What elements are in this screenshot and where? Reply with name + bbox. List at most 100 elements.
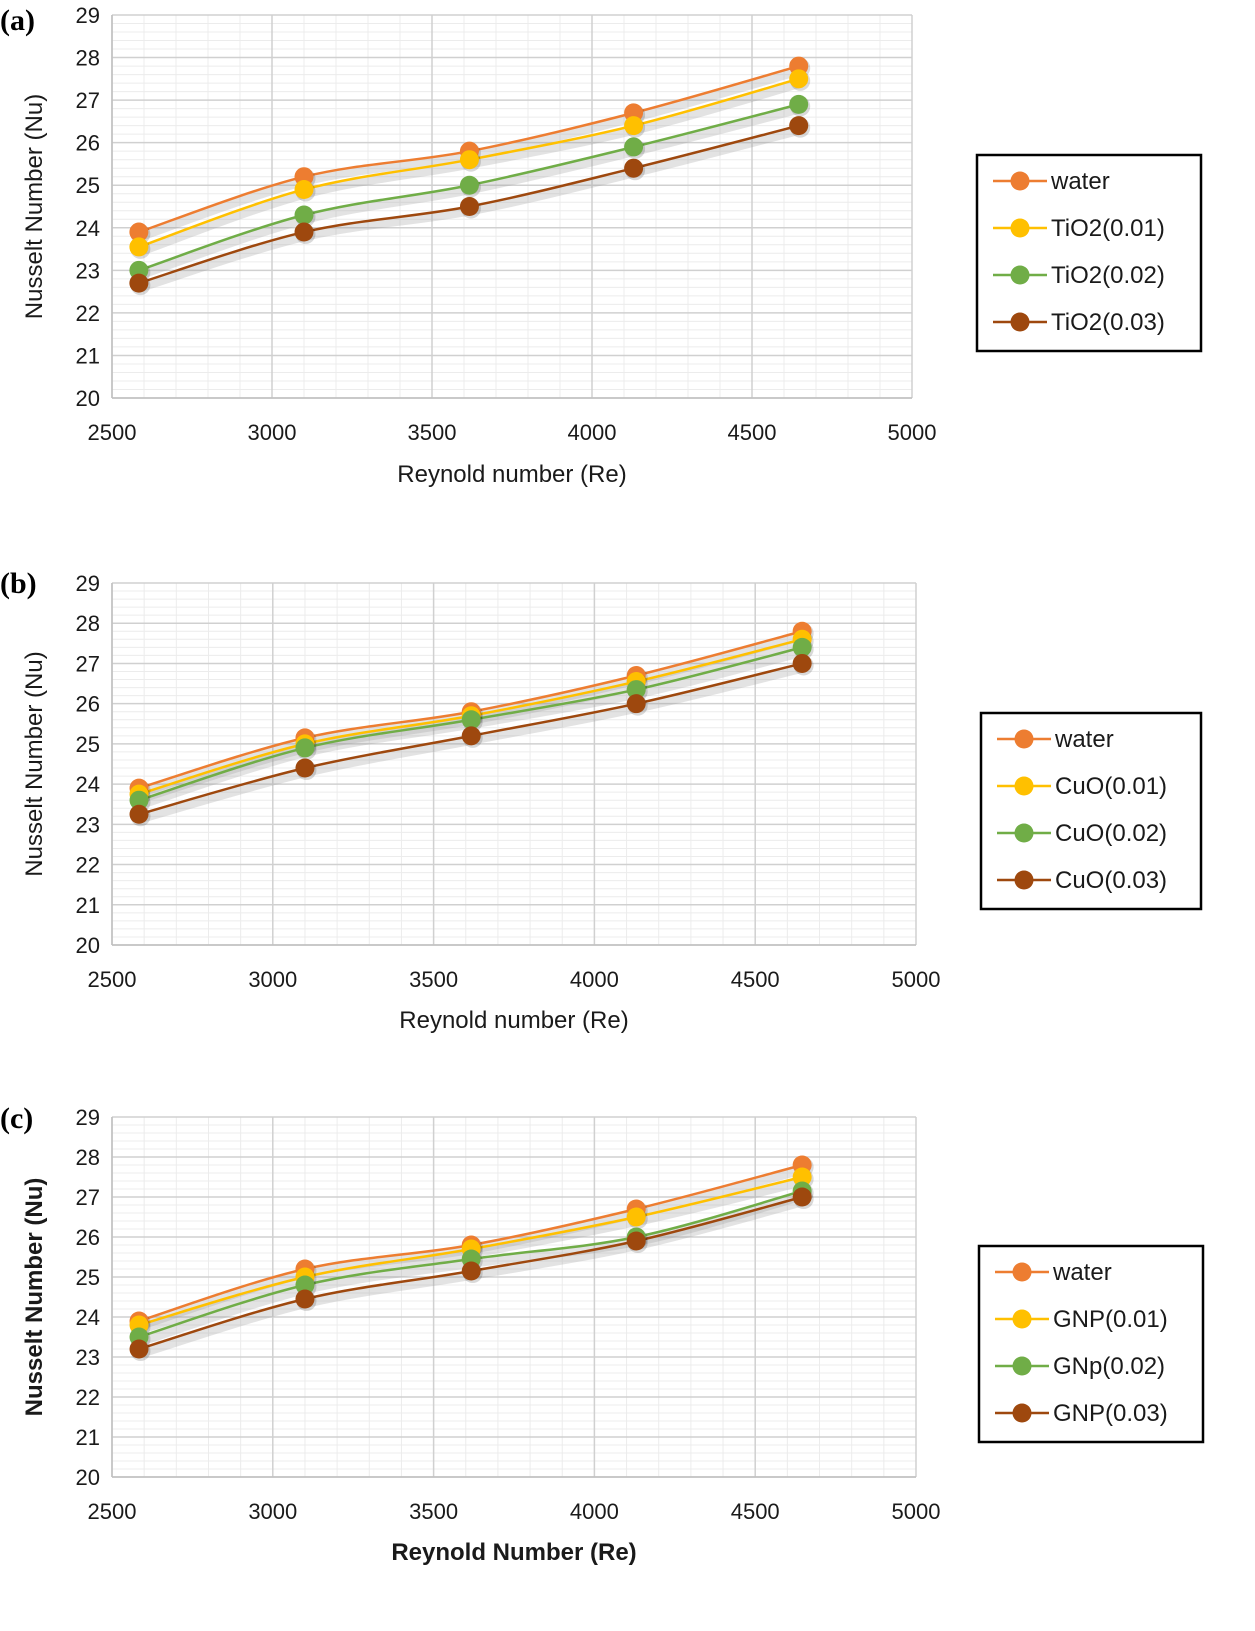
y-tick-label: 21 xyxy=(76,1425,100,1450)
y-tick-label: 22 xyxy=(76,301,100,326)
panel-label: (b) xyxy=(0,567,37,600)
legend-marker xyxy=(1012,1262,1032,1282)
data-point xyxy=(295,758,315,778)
data-point xyxy=(129,237,149,257)
data-point xyxy=(789,116,809,136)
y-tick-label: 29 xyxy=(76,1105,100,1130)
data-point xyxy=(792,1167,812,1187)
x-tick-label: 3500 xyxy=(409,967,458,992)
data-point xyxy=(129,804,149,824)
x-axis-title: Reynold number (Re) xyxy=(397,461,626,488)
legend-marker xyxy=(1014,776,1034,796)
x-tick-label: 3500 xyxy=(409,1499,458,1524)
legend-marker xyxy=(1010,171,1030,191)
legend-label: GNp(0.02) xyxy=(1053,1353,1165,1380)
y-tick-label: 28 xyxy=(76,1145,100,1170)
y-tick-label: 21 xyxy=(76,343,100,368)
y-tick-label: 28 xyxy=(76,46,100,71)
legend-marker xyxy=(1012,1356,1032,1376)
x-tick-label: 3000 xyxy=(248,1499,297,1524)
legend-marker xyxy=(1010,265,1030,285)
legend-label: water xyxy=(1052,1259,1112,1286)
y-tick-label: 24 xyxy=(76,772,100,797)
y-axis-title: Nusselt Number (Nu) xyxy=(21,1178,48,1417)
y-tick-label: 28 xyxy=(76,611,100,636)
data-point xyxy=(459,175,479,195)
data-point xyxy=(459,150,479,170)
legend-label: water xyxy=(1050,168,1110,195)
x-axis-title: Reynold number (Re) xyxy=(399,1007,628,1034)
y-tick-label: 29 xyxy=(76,571,100,596)
y-tick-label: 23 xyxy=(76,1345,100,1370)
data-point xyxy=(792,653,812,673)
x-tick-label: 3000 xyxy=(248,967,297,992)
data-point xyxy=(626,694,646,714)
y-tick-label: 22 xyxy=(76,853,100,878)
x-tick-label: 4500 xyxy=(731,1499,780,1524)
x-tick-label: 5000 xyxy=(892,1499,941,1524)
data-point xyxy=(461,1261,481,1281)
legend-marker xyxy=(1012,1403,1032,1423)
chart-panel-b: 2500 3000 3500 4000 4500 5000 20 21 22 23 24 25 26 27… xyxy=(0,567,1203,1034)
y-tick-label: 23 xyxy=(76,258,100,283)
data-point xyxy=(129,222,149,242)
legend-marker xyxy=(1010,312,1030,332)
data-point xyxy=(624,137,644,157)
data-point xyxy=(789,69,809,89)
panel-label: (c) xyxy=(0,1102,33,1135)
legend-marker xyxy=(1014,870,1034,890)
y-tick-label: 21 xyxy=(76,893,100,918)
legend-label: TiO2(0.03) xyxy=(1051,309,1165,336)
y-tick-label: 26 xyxy=(76,692,100,717)
y-tick-label: 24 xyxy=(76,216,100,241)
x-tick-label: 5000 xyxy=(892,967,941,992)
data-point xyxy=(792,1187,812,1207)
legend: water CuO(0.01) CuO(0.02) CuO(0.03) xyxy=(979,711,1203,911)
y-tick-label: 27 xyxy=(76,88,100,113)
data-point xyxy=(129,273,149,293)
x-tick-label: 3000 xyxy=(248,420,297,445)
y-tick-label: 20 xyxy=(76,386,100,411)
x-tick-label: 3500 xyxy=(408,420,457,445)
legend-label: TiO2(0.01) xyxy=(1051,215,1165,242)
x-tick-label: 4500 xyxy=(728,420,777,445)
data-point xyxy=(295,1289,315,1309)
legend-label: CuO(0.03) xyxy=(1055,867,1167,894)
x-tick-label: 4000 xyxy=(570,967,619,992)
x-tick-label: 4000 xyxy=(570,1499,619,1524)
data-point xyxy=(626,1207,646,1227)
x-tick-label: 2500 xyxy=(88,967,137,992)
data-point xyxy=(461,726,481,746)
y-tick-label: 25 xyxy=(76,173,100,198)
legend-label: GNP(0.03) xyxy=(1053,1400,1168,1427)
x-axis-title: Reynold Number (Re) xyxy=(391,1539,636,1566)
data-point xyxy=(295,1275,315,1295)
panel-label: (a) xyxy=(0,4,35,37)
x-tick-label: 5000 xyxy=(888,420,937,445)
legend-label: CuO(0.01) xyxy=(1055,773,1167,800)
legend-marker xyxy=(1010,218,1030,238)
grid xyxy=(111,582,917,946)
data-point xyxy=(459,197,479,216)
data-point xyxy=(129,1339,149,1359)
data-point xyxy=(626,1231,646,1251)
legend: water TiO2(0.01) TiO2(0.02) TiO2(0.03) xyxy=(975,153,1203,353)
data-point xyxy=(294,222,314,242)
x-tick-label: 2500 xyxy=(88,420,137,445)
y-tick-label: 26 xyxy=(76,131,100,156)
y-axis-title: Nusselt Number (Nu) xyxy=(21,94,48,319)
y-tick-label: 20 xyxy=(76,933,100,958)
legend-marker xyxy=(1014,729,1034,749)
legend-marker xyxy=(1014,823,1034,843)
legend: water GNP(0.01) GNp(0.02) GNP(0.03) xyxy=(977,1244,1205,1444)
y-tick-label: 27 xyxy=(76,651,100,676)
y-tick-label: 29 xyxy=(76,3,100,28)
y-tick-label: 20 xyxy=(76,1465,100,1490)
legend-label: water xyxy=(1054,726,1114,753)
data-point xyxy=(789,94,809,114)
x-tick-label: 2500 xyxy=(88,1499,137,1524)
data-point xyxy=(294,205,314,225)
legend-label: CuO(0.02) xyxy=(1055,820,1167,847)
chart-panel-c: 2500 3000 3500 4000 4500 5000 20 21 22 23 24 25 26 27… xyxy=(0,1102,1205,1566)
data-point xyxy=(129,790,149,810)
